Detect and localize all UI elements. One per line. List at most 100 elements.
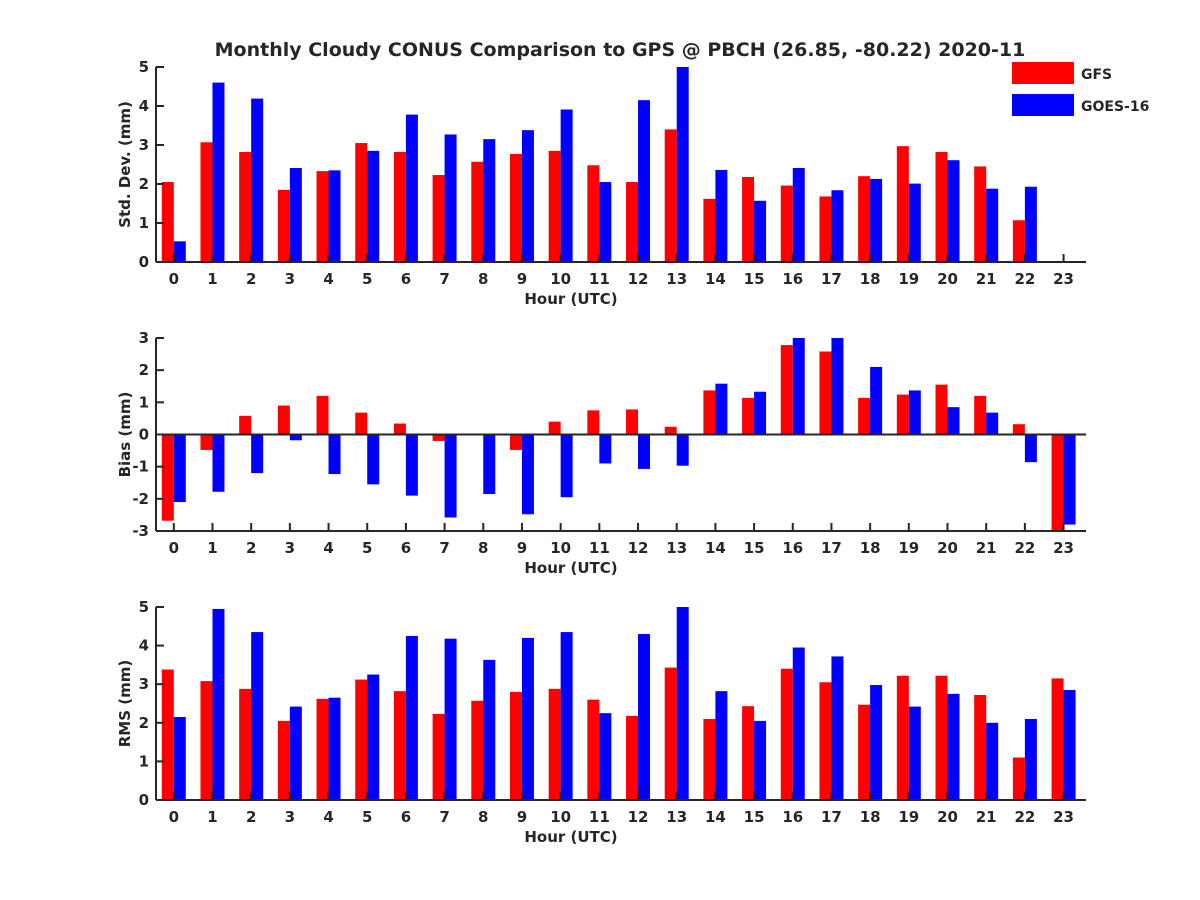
bar-gfs-hour-15 bbox=[742, 397, 755, 435]
bar-goes-16-hour-13 bbox=[676, 67, 689, 262]
bar-gfs-hour-16 bbox=[780, 185, 793, 262]
y-tick-label: 3 bbox=[139, 136, 149, 154]
bar-gfs-hour-0 bbox=[161, 182, 174, 262]
x-tick-label: 2 bbox=[246, 808, 256, 826]
x-tick-label: 22 bbox=[1014, 808, 1035, 826]
legend-label: GFS bbox=[1081, 67, 1112, 83]
bar-goes-16-hour-2 bbox=[251, 632, 264, 800]
bar-goes-16-hour-12 bbox=[638, 100, 651, 263]
bar-goes-16-hour-8 bbox=[483, 139, 496, 262]
bar-goes-16-hour-6 bbox=[405, 635, 418, 800]
bar-gfs-hour-11 bbox=[587, 699, 600, 800]
legend: GFS GOES-16 bbox=[1012, 62, 1149, 116]
bar-gfs-hour-8 bbox=[471, 161, 484, 262]
x-tick-label: 5 bbox=[362, 270, 372, 288]
bar-goes-16-hour-12 bbox=[638, 634, 651, 800]
bar-goes-16-hour-17 bbox=[831, 190, 844, 262]
y-tick-label: 2 bbox=[139, 714, 149, 732]
bar-gfs-hour-4 bbox=[316, 395, 329, 435]
x-tick-label: 22 bbox=[1014, 270, 1035, 288]
series-gfs bbox=[161, 129, 1025, 262]
bar-gfs-hour-11 bbox=[587, 410, 600, 435]
bar-gfs-hour-7 bbox=[432, 175, 445, 262]
bar-goes-16-hour-19 bbox=[908, 183, 921, 262]
y-tick-label: 0 bbox=[139, 791, 149, 809]
bar-goes-16-hour-0 bbox=[173, 434, 186, 503]
bar-goes-16-hour-5 bbox=[367, 674, 380, 800]
y-tick-label: 1 bbox=[139, 214, 149, 232]
bar-goes-16-hour-15 bbox=[754, 200, 767, 262]
bar-gfs-hour-14 bbox=[703, 390, 716, 435]
x-tick-label: 19 bbox=[898, 539, 919, 557]
bar-gfs-hour-10 bbox=[548, 421, 561, 435]
bar-gfs-hour-15 bbox=[742, 176, 755, 262]
bar-gfs-hour-2 bbox=[239, 415, 252, 435]
bar-goes-16-hour-19 bbox=[908, 390, 921, 435]
bar-goes-16-hour-17 bbox=[831, 338, 844, 435]
x-tick-label: 1 bbox=[207, 270, 217, 288]
x-tick-label: 14 bbox=[705, 539, 726, 557]
x-tick-label: 21 bbox=[976, 270, 997, 288]
y-tick-label: 2 bbox=[139, 175, 149, 193]
bar-goes-16-hour-0 bbox=[173, 241, 186, 262]
y-tick-label: 1 bbox=[139, 393, 149, 411]
bar-goes-16-hour-0 bbox=[173, 717, 186, 800]
bar-gfs-hour-22 bbox=[1012, 220, 1025, 262]
bar-gfs-hour-21 bbox=[974, 166, 987, 262]
bar-goes-16-hour-21 bbox=[986, 722, 999, 800]
x-tick-label: 4 bbox=[323, 808, 333, 826]
bar-goes-16-hour-14 bbox=[715, 383, 728, 435]
y-tick-label: 0 bbox=[139, 253, 149, 271]
x-tick-label: 18 bbox=[860, 808, 881, 826]
y-tick-label: 5 bbox=[139, 58, 149, 76]
bar-goes-16-hour-22 bbox=[1024, 186, 1037, 262]
bar-gfs-hour-2 bbox=[239, 152, 252, 262]
bar-gfs-hour-6 bbox=[393, 423, 406, 435]
x-tick-label: 11 bbox=[589, 808, 610, 826]
bar-goes-16-hour-12 bbox=[638, 434, 651, 469]
bar-goes-16-hour-17 bbox=[831, 656, 844, 800]
bar-goes-16-hour-4 bbox=[328, 434, 341, 475]
bar-goes-16-hour-1 bbox=[212, 434, 225, 492]
x-tick-label: 4 bbox=[323, 539, 333, 557]
bar-goes-16-hour-18 bbox=[870, 684, 883, 800]
bar-gfs-hour-19 bbox=[896, 394, 909, 435]
x-tick-label: 19 bbox=[898, 808, 919, 826]
bar-gfs-hour-10 bbox=[548, 150, 561, 262]
x-tick-label: 14 bbox=[705, 808, 726, 826]
legend-swatch bbox=[1012, 62, 1074, 84]
bar-gfs-hour-5 bbox=[355, 679, 368, 800]
x-tick-label: 19 bbox=[898, 270, 919, 288]
bar-goes-16-hour-8 bbox=[483, 659, 496, 800]
bar-gfs-hour-13 bbox=[664, 667, 677, 800]
bar-gfs-hour-11 bbox=[587, 165, 600, 262]
bar-gfs-hour-0 bbox=[161, 669, 174, 800]
x-tick-label: 4 bbox=[323, 270, 333, 288]
bar-gfs-hour-20 bbox=[935, 152, 948, 262]
y-tick-label: 2 bbox=[139, 361, 149, 379]
y-axis-label: Bias (mm) bbox=[116, 392, 134, 478]
bar-gfs-hour-3 bbox=[277, 720, 290, 800]
series-gfs bbox=[161, 345, 1064, 531]
x-tick-label: 9 bbox=[517, 270, 527, 288]
x-tick-label: 10 bbox=[550, 808, 571, 826]
x-tick-label: 15 bbox=[744, 270, 765, 288]
x-tick-label: 16 bbox=[782, 539, 803, 557]
bar-gfs-hour-1 bbox=[200, 434, 213, 450]
x-tick-label: 13 bbox=[666, 808, 687, 826]
bar-goes-16-hour-5 bbox=[367, 150, 380, 262]
series-goes-16 bbox=[173, 607, 1076, 800]
y-tick-label: 0 bbox=[139, 426, 149, 444]
bar-gfs-hour-3 bbox=[277, 405, 290, 435]
x-tick-label: 1 bbox=[207, 539, 217, 557]
x-tick-label: 7 bbox=[439, 539, 449, 557]
bar-gfs-hour-21 bbox=[974, 695, 987, 800]
bar-gfs-hour-17 bbox=[819, 682, 832, 800]
bar-gfs-hour-16 bbox=[780, 345, 793, 435]
x-tick-label: 6 bbox=[401, 270, 411, 288]
bar-goes-16-hour-14 bbox=[715, 169, 728, 262]
bar-gfs-hour-9 bbox=[509, 434, 522, 450]
x-tick-label: 21 bbox=[976, 808, 997, 826]
legend-label: GOES-16 bbox=[1081, 99, 1149, 115]
bar-goes-16-hour-1 bbox=[212, 608, 225, 800]
